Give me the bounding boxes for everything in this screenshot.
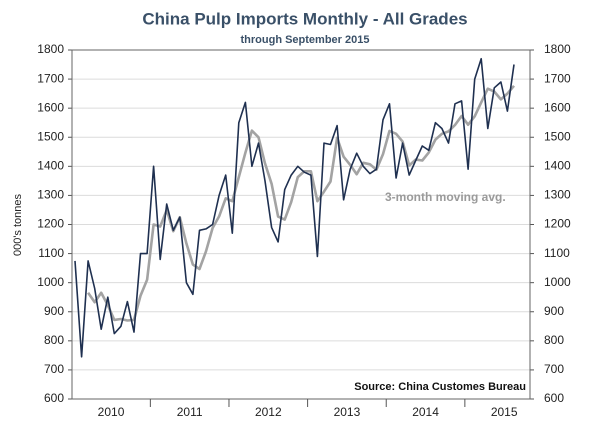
y-tick-label: 1400 (37, 159, 64, 173)
y-axis-label: 000's tonnes (12, 193, 24, 256)
y-tick-label: 900 (44, 304, 64, 318)
x-tick-label: 2012 (255, 405, 282, 419)
series-line (87, 84, 515, 322)
y-tick-label: 700 (44, 362, 64, 376)
y-tick-label: 1500 (37, 129, 64, 143)
series-annotation: 3-month moving avg. (385, 190, 506, 204)
y2-tick-label: 1800 (544, 42, 571, 56)
y2-tick-label: 1200 (544, 217, 571, 231)
y-tick-label: 1800 (37, 42, 64, 56)
y2-tick-label: 1600 (544, 100, 571, 114)
y2-tick-label: 1500 (544, 129, 571, 143)
x-tick-label: 2015 (491, 405, 518, 419)
y-tick-label: 600 (44, 391, 64, 405)
y-tick-label: 1200 (37, 217, 64, 231)
chart-title: China Pulp Imports Monthly - All Grades (142, 9, 467, 28)
y2-tick-label: 800 (544, 333, 564, 347)
y2-tick-label: 1300 (544, 188, 571, 202)
x-tick-label: 2010 (98, 405, 125, 419)
y2-tick-label: 1400 (544, 159, 571, 173)
y-tick-label: 1100 (38, 246, 64, 260)
y2-tick-label: 600 (544, 391, 564, 405)
y2-tick-label: 900 (544, 304, 564, 318)
y2-tick-label: 1100 (544, 246, 570, 260)
plot-frame (71, 49, 531, 400)
y-tick-label: 800 (44, 333, 64, 347)
y2-tick-label: 1700 (544, 71, 571, 85)
x-tick-label: 2014 (412, 405, 439, 419)
y-tick-label: 1000 (37, 275, 64, 289)
series-line (74, 57, 515, 358)
y-tick-label: 1600 (37, 100, 64, 114)
y2-tick-label: 700 (544, 362, 564, 376)
chart-subtitle: through September 2015 (241, 34, 370, 46)
x-tick-label: 2013 (334, 405, 361, 419)
source-note: Source: China Customes Bureau (354, 381, 526, 393)
x-tick-label: 2011 (177, 405, 203, 419)
y2-tick-label: 1000 (544, 275, 571, 289)
y-tick-label: 1700 (37, 71, 64, 85)
y-tick-label: 1300 (37, 188, 64, 202)
